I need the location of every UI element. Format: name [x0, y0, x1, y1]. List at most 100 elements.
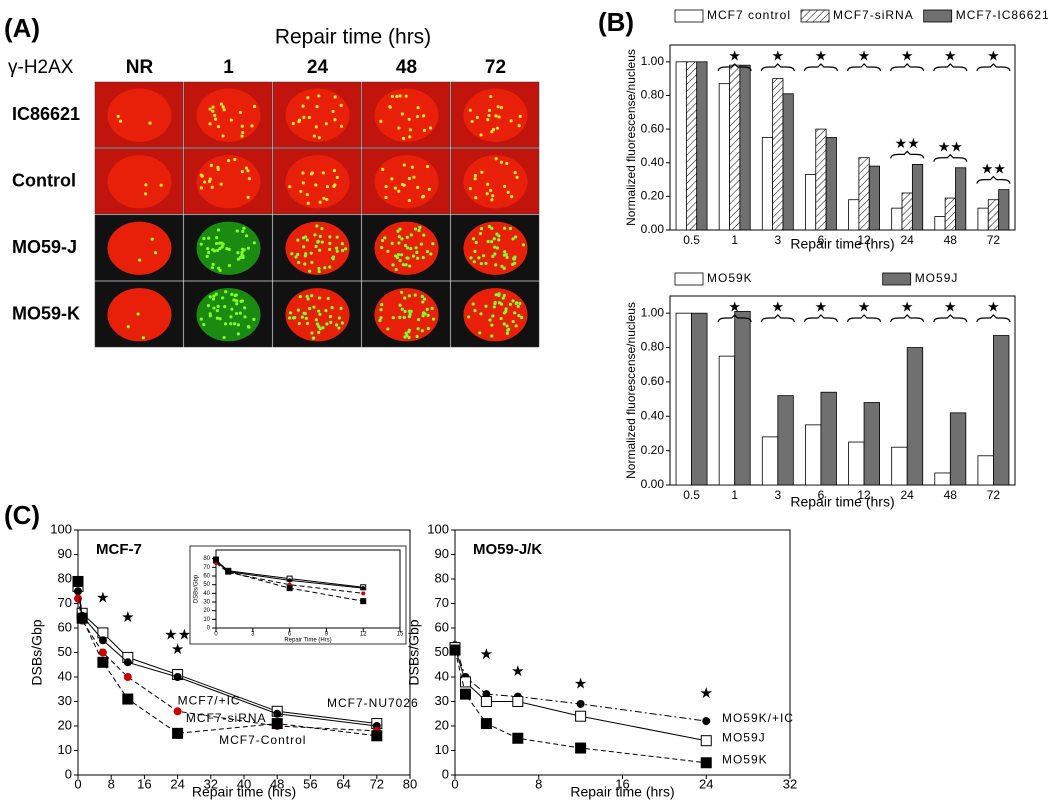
focus — [491, 194, 495, 198]
focus — [314, 125, 318, 129]
focus — [479, 133, 483, 137]
focus — [226, 158, 231, 163]
focus — [288, 311, 293, 315]
focus — [335, 175, 339, 180]
focus — [116, 114, 120, 118]
focus — [218, 241, 222, 245]
series-label: MCF7-NU7026 — [327, 696, 419, 710]
focus — [469, 256, 473, 260]
focus — [490, 198, 494, 202]
legend-swatch — [923, 9, 953, 23]
point — [74, 587, 82, 596]
point — [702, 717, 711, 726]
point — [173, 707, 182, 716]
focus — [490, 130, 494, 134]
focus — [144, 192, 148, 196]
focus — [499, 160, 504, 164]
y-tick-label: 0.60 — [641, 374, 665, 388]
focus — [499, 316, 503, 321]
focus — [404, 94, 408, 98]
focus — [136, 312, 140, 316]
focus — [503, 250, 507, 254]
focus — [332, 169, 336, 173]
focus — [202, 322, 206, 327]
y-tick-label: 60 — [435, 619, 449, 634]
focus — [240, 250, 244, 255]
x-axis-label: Repair time (hrs) — [790, 494, 894, 510]
point — [361, 591, 366, 596]
focus — [494, 263, 498, 267]
focus — [322, 196, 326, 200]
focus — [238, 311, 242, 315]
x-tick-label: 12 — [360, 632, 367, 638]
focus — [210, 266, 215, 270]
series-line — [215, 559, 364, 602]
legend-label: MO59K — [707, 271, 753, 285]
significance-star: ★ — [728, 48, 741, 64]
focus — [485, 192, 489, 196]
focus — [471, 302, 475, 306]
bar — [934, 216, 946, 231]
focus — [491, 314, 495, 318]
focus — [315, 322, 320, 326]
bar — [868, 165, 880, 231]
focus — [318, 312, 322, 316]
point — [512, 732, 524, 744]
focus — [317, 94, 321, 98]
bar — [691, 312, 708, 486]
focus — [307, 115, 311, 120]
focus — [303, 312, 307, 316]
y-tick-label: 0.00 — [641, 477, 665, 491]
focus — [325, 322, 329, 326]
series-line — [215, 560, 364, 589]
y-tick-label: 10 — [435, 742, 449, 757]
focus — [242, 226, 246, 230]
focus — [312, 305, 316, 309]
legend-label: MCF7-siRNA — [833, 8, 914, 22]
focus — [218, 247, 222, 251]
row-label: Control — [12, 171, 76, 191]
focus — [509, 119, 513, 123]
focus — [297, 118, 302, 122]
focus — [246, 246, 250, 250]
focus — [396, 229, 400, 233]
significance-star: ★★ — [938, 138, 963, 154]
focus — [224, 290, 228, 294]
focus — [511, 299, 515, 303]
focus — [497, 238, 501, 242]
y-tick-label: 1.00 — [641, 305, 665, 319]
legend-swatch — [674, 272, 704, 286]
focus — [414, 246, 418, 250]
significance-star: ★ — [815, 48, 828, 64]
focus — [310, 294, 314, 298]
focus — [391, 316, 395, 320]
y-tick-label: 0 — [442, 766, 449, 781]
y-tick-label: 60 — [58, 619, 72, 634]
focus — [247, 325, 251, 329]
focus — [488, 318, 492, 322]
focus — [241, 229, 245, 233]
x-tick-label: 72 — [987, 488, 1001, 502]
x-tick-label: 8 — [535, 776, 542, 791]
bar — [675, 61, 687, 231]
y-tick-label: 20 — [58, 717, 72, 732]
significance-star: ★ — [901, 48, 914, 64]
focus — [223, 322, 228, 326]
x-tick-label: 8 — [108, 776, 115, 791]
nucleus — [196, 155, 261, 209]
focus — [212, 294, 216, 298]
focus — [240, 124, 244, 128]
focus — [252, 104, 257, 109]
focus — [216, 304, 220, 308]
focus — [311, 336, 315, 340]
focus — [428, 126, 433, 130]
focus — [413, 227, 418, 231]
annotation: ★ — [171, 641, 184, 658]
focus — [296, 252, 300, 257]
focus — [215, 235, 219, 240]
focus — [339, 306, 343, 310]
point — [98, 636, 107, 645]
focus — [508, 226, 513, 231]
legend-swatch — [882, 272, 912, 286]
point — [173, 673, 182, 681]
